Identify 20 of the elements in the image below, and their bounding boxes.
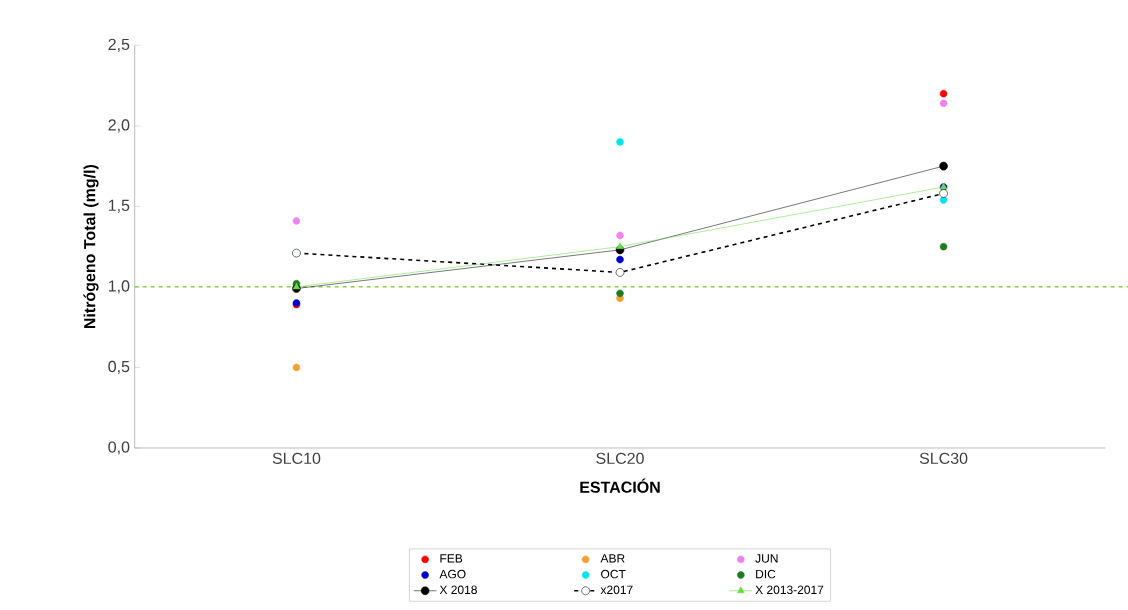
y-tick-label: 2,5	[108, 38, 130, 52]
y-tick-label: 1,0	[108, 280, 130, 294]
y-tick-label: 2,0	[108, 119, 130, 133]
y-tick-label: 0,0	[108, 441, 130, 455]
legend-label: JUN	[755, 554, 778, 563]
legend-label: OCT	[601, 569, 626, 579]
y-tick-label: 1,5	[108, 199, 130, 213]
legend-label: AGO	[439, 569, 466, 579]
x-tick-label: SLC30	[919, 452, 968, 465]
legend-label: DIC	[756, 569, 776, 579]
y-tick-label: 0,5	[108, 360, 130, 375]
x-tick-label: SLC10	[272, 452, 321, 465]
legend-label: x2017	[600, 585, 633, 595]
legend-label: FEB	[440, 554, 463, 563]
legend-label: X 2018	[439, 585, 477, 595]
x-tick-label: SLC20	[596, 452, 644, 465]
y-axis-title: Nitrógeno Total (mg/l)	[83, 164, 99, 329]
legend-label: X 2013-2017	[755, 585, 824, 595]
legend-label: ABR	[600, 554, 625, 563]
x-axis-title: ESTACIÓN	[580, 478, 660, 493]
